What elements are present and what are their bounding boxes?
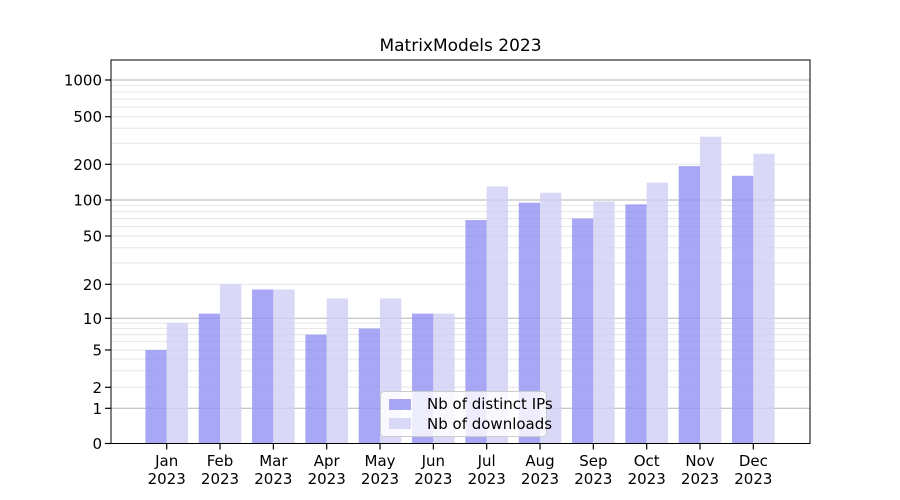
x-tick-label: Oct 2023 [628, 452, 666, 488]
x-tick-label: Dec 2023 [734, 452, 772, 488]
y-tick-label: 50 [83, 228, 102, 246]
y-tick-label: 1 [92, 400, 102, 418]
y-tick-label: 20 [83, 276, 102, 294]
legend-swatch-downloads-icon [389, 418, 411, 430]
legend-item-downloads: Nb of downloads [381, 415, 552, 433]
x-tick-label: Apr 2023 [308, 452, 346, 488]
bar-downloads-Feb-2023 [220, 284, 242, 444]
y-tick-label: 100 [73, 192, 102, 210]
x-tick-label: Jun 2023 [414, 452, 452, 488]
x-tick-label: Nov 2023 [681, 452, 719, 488]
bar-downloads-Aug-2023 [540, 192, 562, 444]
y-tick-label: 500 [73, 108, 102, 126]
bar-ips-Mar-2023 [252, 289, 274, 444]
plot-frame [110, 59, 811, 444]
y-tick-label: 10 [83, 310, 102, 328]
chart-title: MatrixModels 2023 [379, 36, 542, 56]
bar-ips-Dec-2023 [732, 175, 754, 444]
x-tick-label: Jan 2023 [148, 452, 186, 488]
x-tick-label: Feb 2023 [201, 452, 239, 488]
bar-ips-Sep-2023 [572, 218, 594, 444]
bar-downloads-Mar-2023 [273, 289, 295, 444]
bar-ips-Nov-2023 [678, 166, 700, 444]
bar-downloads-Dec-2023 [753, 153, 775, 444]
bar-ips-May-2023 [358, 328, 381, 444]
bar-downloads-Sep-2023 [593, 201, 615, 444]
y-tick-label: 5 [92, 342, 102, 360]
legend-item-distinct-ips: Nb of distinct IPs [381, 395, 553, 413]
x-tick-label: Mar 2023 [254, 452, 292, 488]
legend-label-downloads: Nb of downloads [427, 414, 553, 433]
bar-ips-Oct-2023 [625, 204, 647, 444]
bar-ips-Feb-2023 [198, 313, 221, 444]
bar-downloads-Jul-2023 [486, 186, 508, 444]
y-tick-label: 0 [92, 435, 102, 453]
bar-downloads-Oct-2023 [646, 182, 668, 444]
x-tick-label: Sep 2023 [574, 452, 612, 488]
bar-downloads-Jan-2023 [166, 323, 188, 444]
y-tick-label: 200 [73, 156, 102, 174]
x-tick-label: Aug 2023 [521, 452, 559, 488]
legend-swatch-distinct-ips-icon [389, 398, 411, 410]
x-tick-label: May 2023 [361, 452, 399, 488]
legend: Nb of distinct IPs Nb of downloads [380, 391, 553, 437]
legend-label-distinct-ips: Nb of distinct IPs [427, 395, 553, 414]
y-tick-label: 1000 [64, 72, 102, 90]
x-tick-label: Jul 2023 [468, 452, 506, 488]
bar-ips-Aug-2023 [518, 202, 541, 444]
bar-ips-Jan-2023 [145, 350, 167, 444]
bar-downloads-Nov-2023 [700, 136, 722, 444]
y-tick-label: 2 [92, 379, 102, 397]
bar-downloads-Apr-2023 [326, 298, 348, 444]
bars [145, 136, 775, 444]
bar-ips-Apr-2023 [305, 334, 327, 444]
x-axis: Jan 2023 Feb 2023 Mar 2023 Apr 2023 May 2023 Jun 20… [148, 443, 772, 488]
y-axis: 0 1 2 5 10 20 50 100 200 500 1000 [64, 72, 111, 453]
bar-ips-Jul-2023 [465, 220, 487, 444]
